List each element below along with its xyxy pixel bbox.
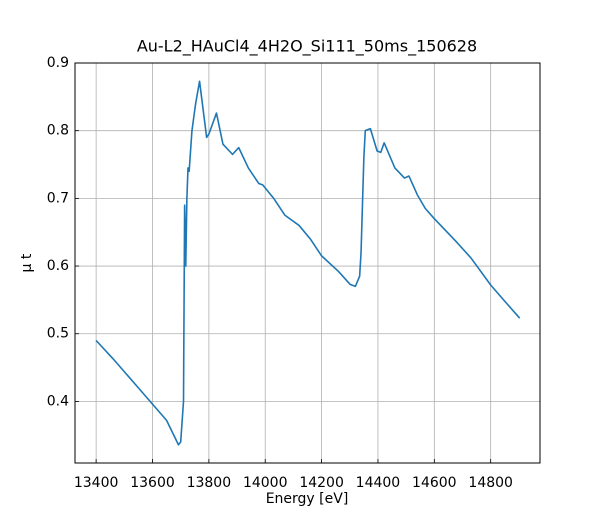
y-tick-label: 0.9 (47, 55, 69, 71)
y-tick-label: 0.6 (47, 258, 69, 274)
x-tick-label: 14200 (299, 475, 344, 491)
y-tick-label: 0.7 (47, 190, 69, 206)
chart-title: Au-L2_HAuCl4_4H2O_Si111_50ms_150628 (137, 37, 477, 57)
data-line (95, 80, 521, 446)
plot-frame (74, 62, 541, 464)
x-tick-label: 14600 (412, 475, 457, 491)
y-tick-label: 0.5 (47, 326, 69, 342)
y-tick-label: 0.8 (47, 123, 69, 139)
x-tick-label: 14800 (468, 475, 513, 491)
x-tick-label: 14400 (356, 475, 401, 491)
x-tick-label: 13600 (130, 475, 175, 491)
x-tick-label: 13800 (187, 475, 232, 491)
y-tick-label: 0.4 (47, 393, 69, 409)
x-tick-label: 14000 (243, 475, 288, 491)
y-axis-label: μ t (19, 253, 35, 272)
x-tick-label: 13400 (74, 475, 119, 491)
x-axis-label: Energy [eV] (266, 491, 349, 507)
